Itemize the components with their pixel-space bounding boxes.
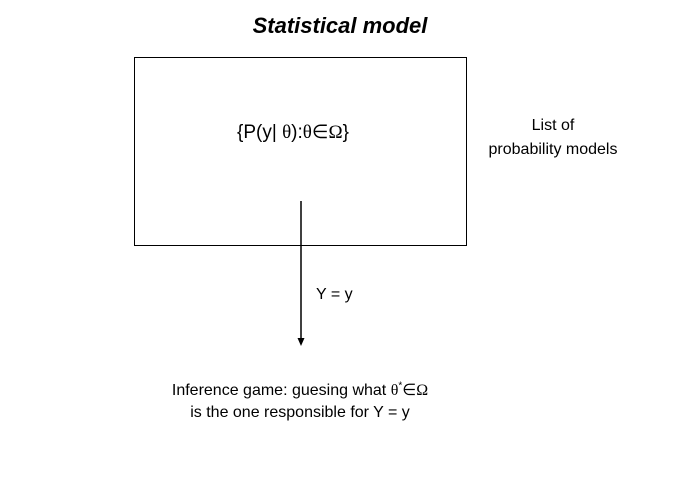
formula-open: {P(y| [237,122,283,143]
inference-prefix: Inference game: guesing what [171,382,391,399]
theta-symbol: θ [282,122,292,143]
star-symbol: * [398,380,403,392]
formula-mid: ): [291,122,303,143]
element-of-symbol: ∈ [311,122,329,143]
omega-symbol: Ω [328,122,343,143]
omega-symbol: Ω [416,382,429,399]
side-label-line2: probability models [488,141,618,158]
arrow-head [297,338,305,346]
side-label-line1: List of [531,117,575,134]
inference-line1: Inference game: guesing what θ*∈Ω [130,380,470,402]
observation-label: Y = y [316,286,353,303]
theta-symbol: θ [390,382,399,399]
side-label: List of probability models [478,114,628,162]
formula-close: } [342,122,349,143]
element-of-symbol: ∈ [402,382,417,399]
inference-line2: is the one responsible for Y = y [190,404,410,421]
inference-text: Inference game: guesing what θ*∈Ω is the… [130,380,470,424]
theta-symbol: θ [302,122,312,143]
slide-title: Statistical model [252,13,428,38]
